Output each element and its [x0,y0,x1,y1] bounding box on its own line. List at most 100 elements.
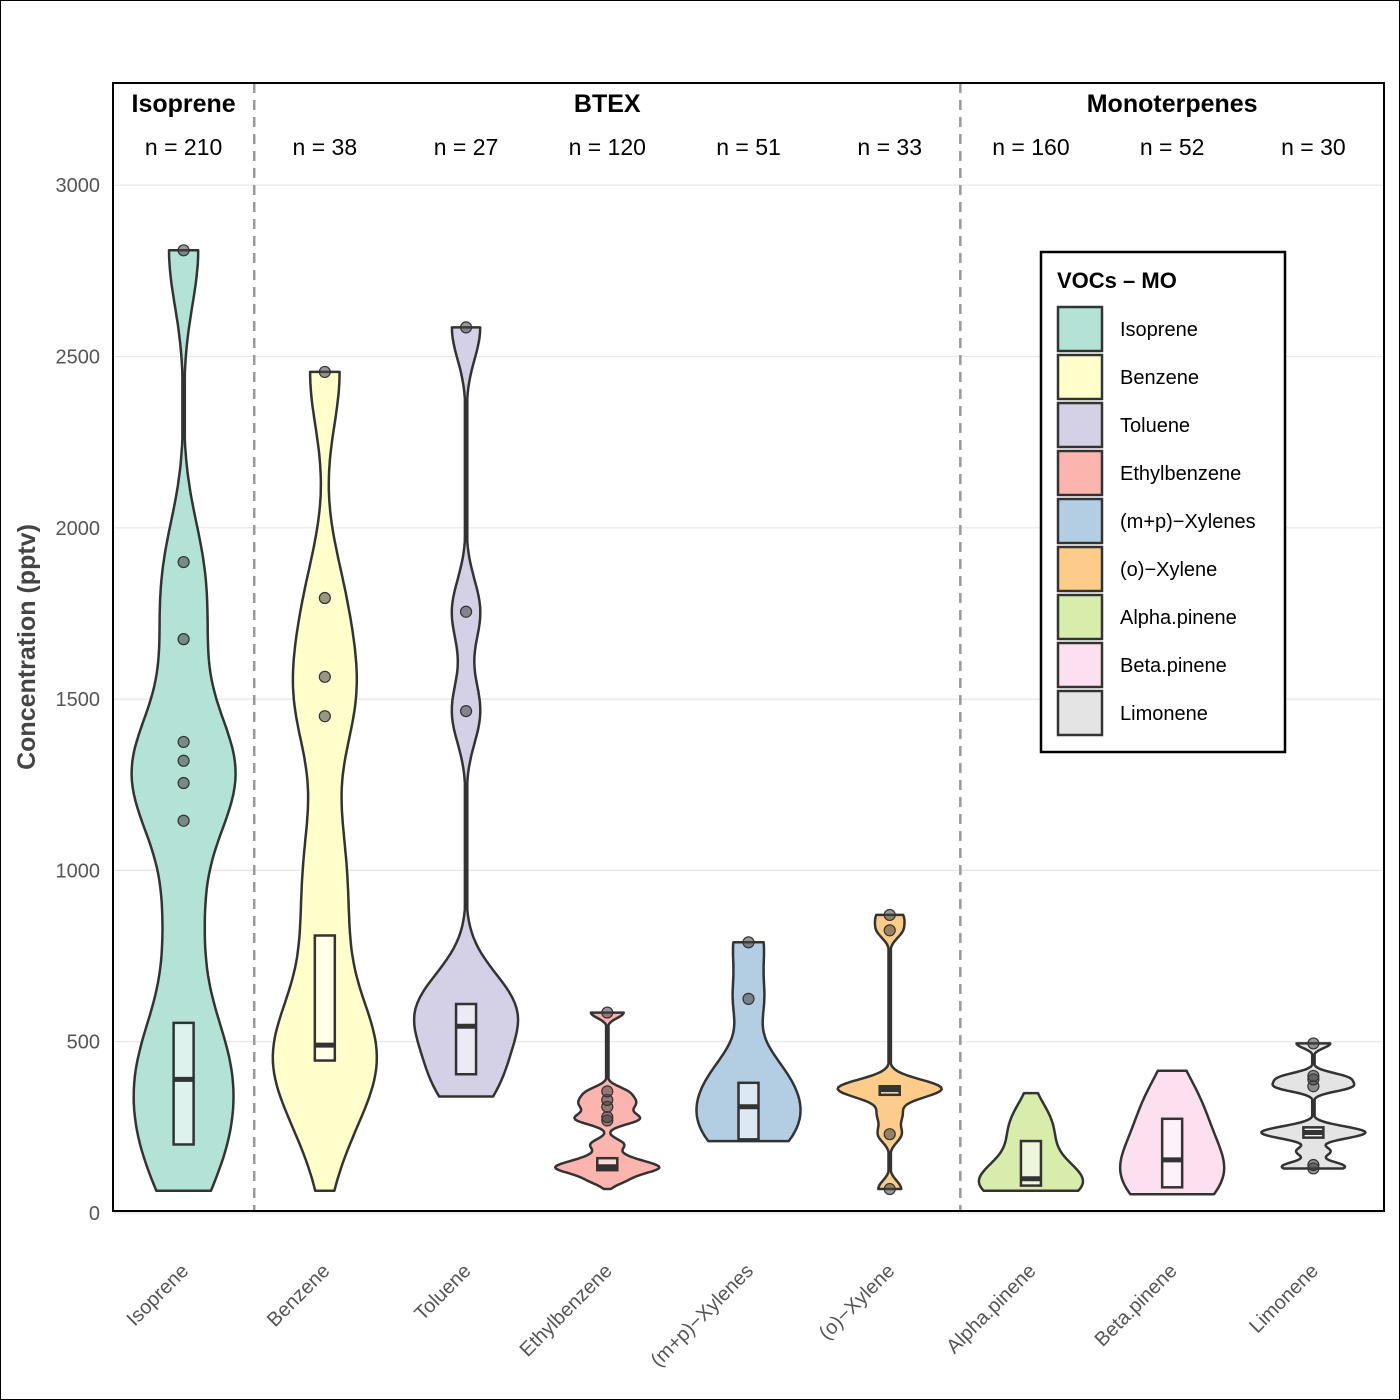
outlier-point [177,776,190,790]
legend-entry: Beta.pinene [1120,655,1227,677]
box [172,1021,195,1146]
box [313,934,337,1062]
group-labels: Isoprene BTEX Monoterpenes [132,90,1258,118]
n-label: n = 51 [716,134,781,160]
outlier-point [883,1128,896,1141]
legend-title: VOCs – MO [1057,268,1177,293]
box [454,1002,478,1076]
x-tick-label: Isoprene [123,1260,194,1331]
violin-m-p-xylenes [695,936,802,1143]
group-label-btex: BTEX [574,90,641,118]
legend-entry: Ethylbenzene [1120,463,1241,485]
outlier-point [177,754,190,767]
box [1019,1139,1043,1187]
group-separators [252,83,962,1211]
n-label: n = 38 [293,134,358,160]
x-tick-label: Alpha.pinene [942,1260,1040,1358]
n-label: n = 210 [145,134,222,160]
n-label: n = 30 [1281,134,1346,160]
outlier-point [742,936,755,949]
n-label: n = 27 [434,134,499,160]
violin-shape [130,249,237,1192]
legend-entry: Isoprene [1120,319,1198,341]
outlier-point [318,710,331,723]
n-label: n = 33 [857,134,922,160]
y-tick-label: 2500 [56,347,101,369]
outlier-point [318,670,331,683]
n-label: n = 160 [992,134,1069,160]
box [596,1156,619,1172]
legend-swatch [1056,689,1104,737]
violin-isoprene [130,244,237,1192]
outlier-point [459,605,473,618]
plot-border [112,82,1385,1212]
violin-shape [836,913,943,1191]
outlier-point [601,1006,614,1019]
legend-entry: Benzene [1120,367,1199,389]
x-axis-ticks: Isoprene Benzene Toluene Ethylbenzene (m+p)−… [123,1260,1323,1371]
outlier-point [177,814,190,827]
violin-alpha-pinene [977,1091,1085,1192]
legend-swatch [1056,449,1104,497]
y-tick-label: 500 [67,1032,100,1054]
legend-entry: Toluene [1120,415,1190,437]
y-tick-label: 1000 [56,860,101,882]
x-tick-label: (o)−Xylene [815,1260,899,1344]
outlier-point [1307,1069,1320,1083]
violin-shape [271,370,379,1192]
outlier-point [318,365,331,379]
group-label-isoprene: Isoprene [132,90,236,118]
legend: VOCs – MO Isoprene Benzene Toluene Ethylbenz… [1039,250,1287,754]
y-axis-label: Concentration (pptv) [13,524,41,770]
violin-benzene [271,365,379,1192]
box [1160,1117,1184,1189]
outlier-point [177,244,190,257]
x-tick-label: Beta.pinene [1091,1260,1182,1351]
y-tick-label: 2000 [56,518,101,540]
outlier-point [601,1085,614,1098]
outlier-point [177,555,190,569]
outlier-point [177,633,190,646]
x-tick-label: Benzene [263,1260,334,1331]
x-tick-label: Toluene [410,1260,475,1325]
legend-swatch [1056,305,1104,353]
legend-swatch [1056,641,1104,689]
y-tick-label: 0 [89,1203,100,1225]
n-label: n = 120 [569,134,646,160]
legend-entry: (o)−Xylene [1120,559,1217,581]
outlier-point [742,992,755,1005]
x-tick-label: Limonene [1245,1260,1323,1338]
outlier-point [601,1110,614,1124]
violin-toluene [412,321,520,1098]
violin-shape [695,941,802,1143]
outlier-point [177,735,190,749]
legend-entry: Limonene [1120,703,1208,725]
outlier-point [883,924,896,937]
legend-swatch [1056,401,1104,449]
legend-swatch [1056,353,1104,401]
legend-swatch [1056,497,1104,545]
outlier-point [318,591,331,605]
outlier-point [883,908,896,922]
y-axis-ticks: 0 500 1000 1500 2000 2500 3000 [56,175,101,1225]
violin-limonene [1260,1037,1367,1175]
violins [130,244,1367,1196]
legend-swatch [1056,545,1104,593]
y-tick-label: 3000 [56,175,101,197]
x-tick-label: (m+p)−Xylenes [647,1260,758,1371]
box [737,1081,760,1141]
group-label-monoterpenes: Monoterpenes [1087,90,1258,118]
sample-size-labels: n = 210 n = 38 n = 27 n = 120 n = 51 n = 33 n … [145,134,1346,160]
violin-beta-pinene [1118,1069,1226,1196]
outlier-point [459,704,473,718]
n-label: n = 52 [1140,134,1205,160]
outlier-point [459,321,473,334]
violin-ethylbenzene [554,1006,661,1191]
legend-entry: (m+p)−Xylenes [1120,511,1256,533]
outlier-point [883,1182,896,1196]
legend-swatch [1056,593,1104,641]
legend-entry: Alpha.pinene [1120,607,1237,629]
y-tick-label: 1500 [56,689,101,711]
violin-o-xylene [836,908,943,1196]
outlier-point [1307,1037,1320,1050]
